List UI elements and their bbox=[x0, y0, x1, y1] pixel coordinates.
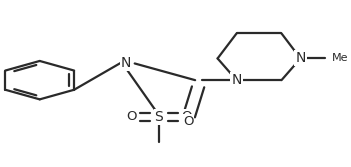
Text: O: O bbox=[126, 110, 137, 123]
Text: O: O bbox=[181, 110, 192, 123]
Text: Me: Me bbox=[332, 53, 348, 63]
Text: S: S bbox=[154, 110, 163, 124]
Text: N: N bbox=[231, 73, 242, 87]
Text: O: O bbox=[183, 115, 193, 128]
Text: N: N bbox=[121, 56, 131, 70]
Text: N: N bbox=[295, 51, 306, 65]
